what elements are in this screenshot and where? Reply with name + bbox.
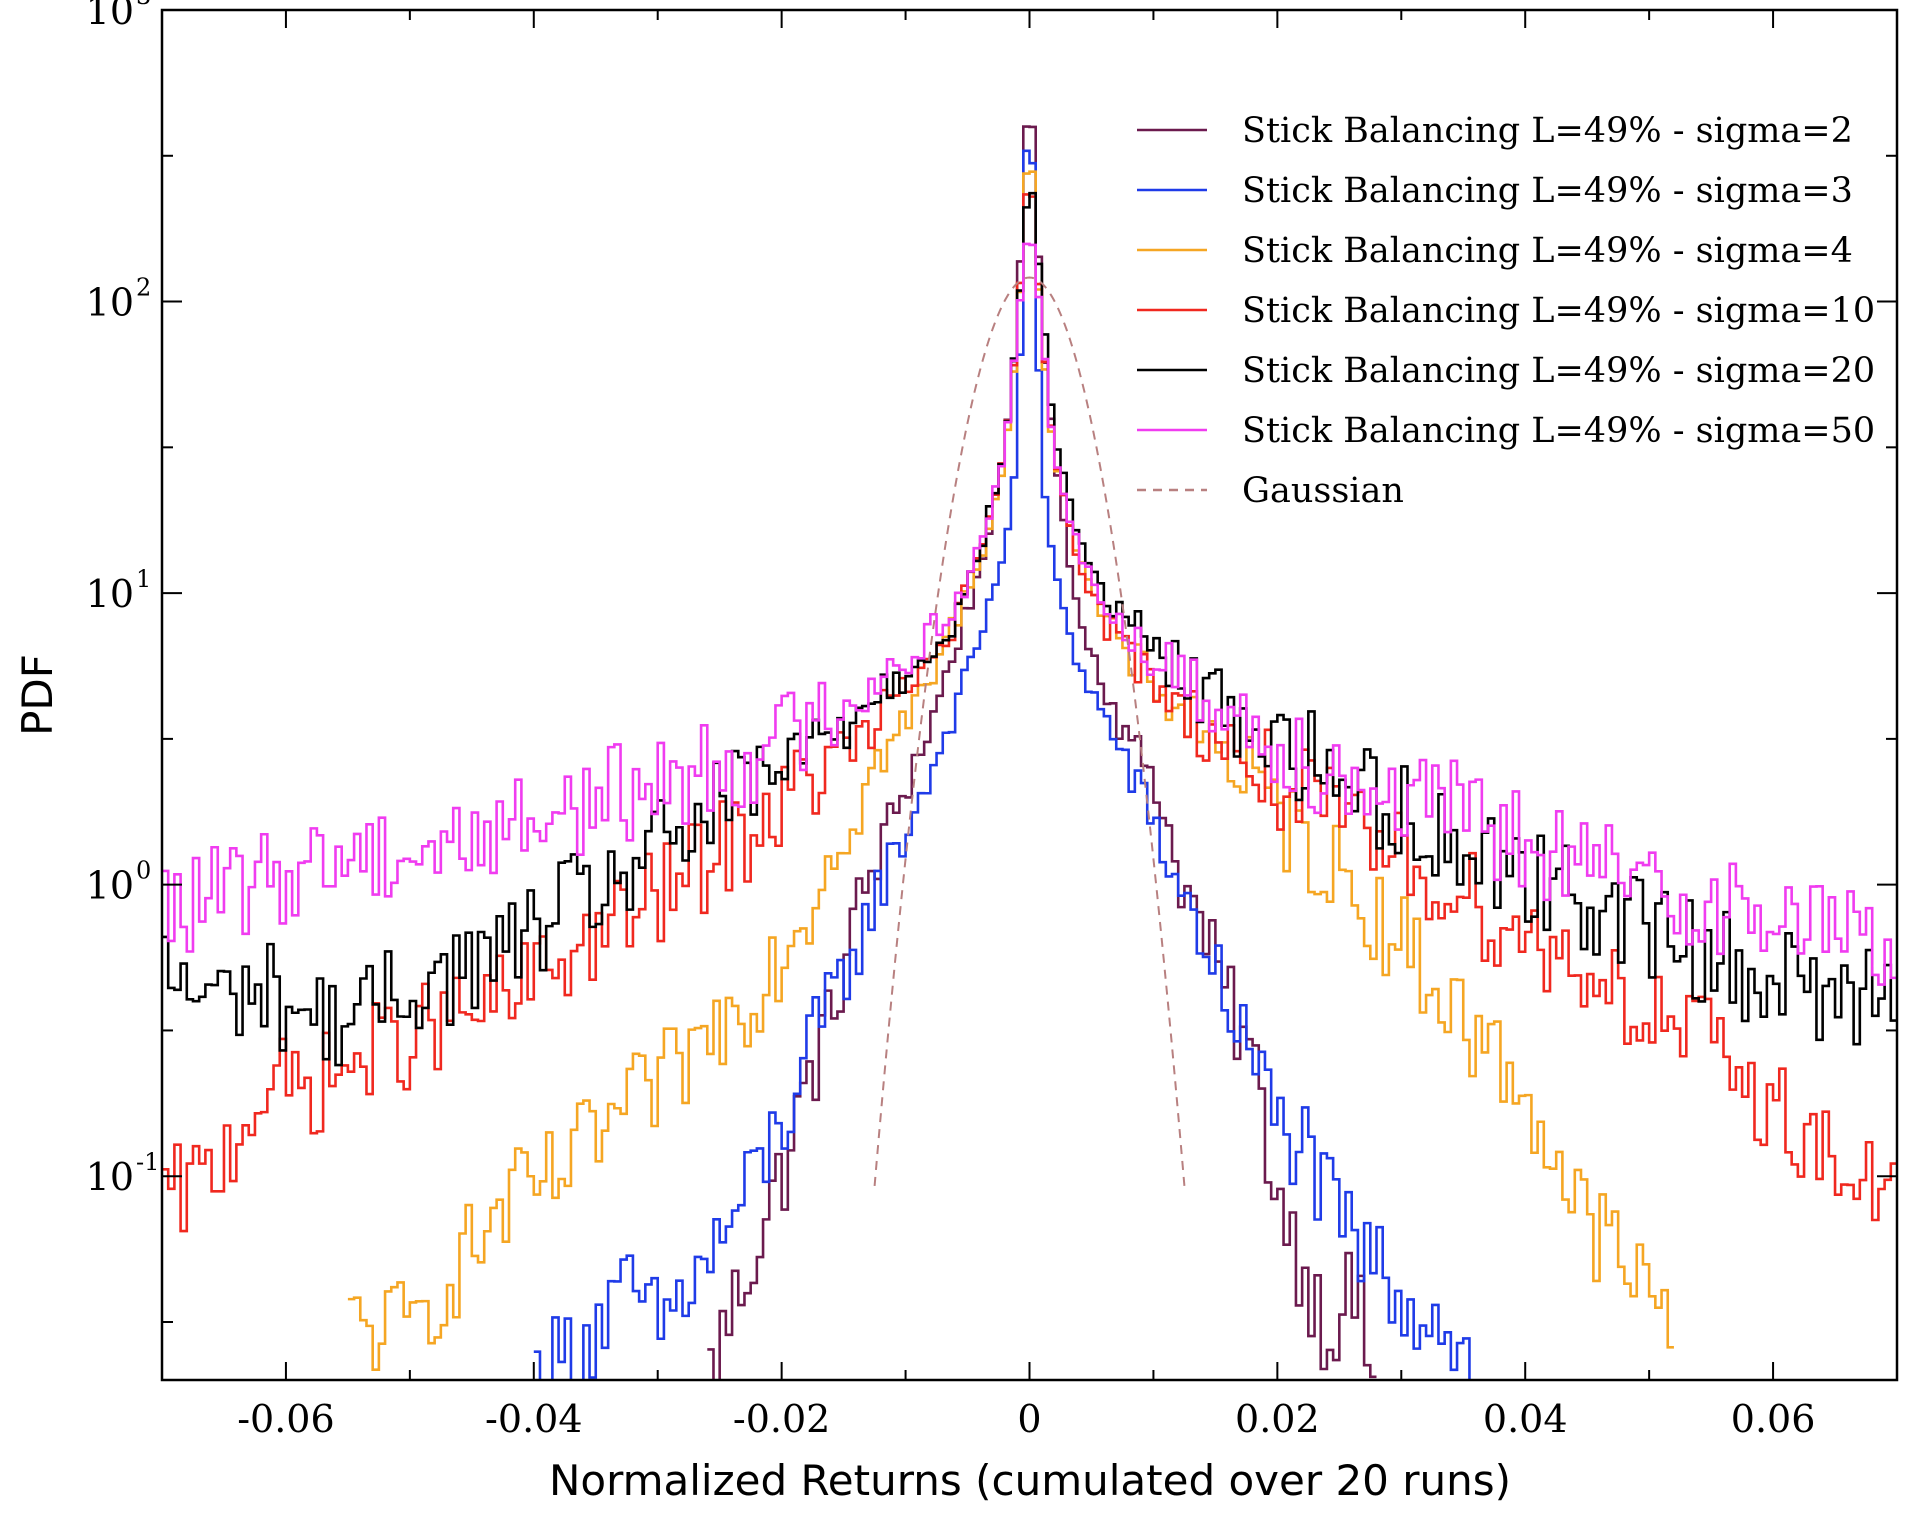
y-tick-label: 10 [86,281,134,325]
legend: Stick Balancing L=49% - sigma=2 Stick Bal… [1137,111,1875,511]
y-tick-exponent: 0 [136,857,151,885]
y-tick-exponent: 1 [136,565,151,593]
y-tick-label: 10 [86,572,134,616]
series-layer [162,125,1897,1380]
x-tick-label: -0.02 [733,1397,830,1441]
x-tick-label: 0.06 [1731,1397,1816,1441]
series-line-6 [162,242,1897,986]
y-tick-label: 10 [86,1155,134,1199]
series-line-2 [533,149,1471,1380]
legend-label: Stick Balancing L=49% - sigma=4 [1242,231,1853,271]
y-tick-exponent: 2 [136,274,151,302]
x-tick-label: 0.02 [1235,1397,1320,1441]
x-tick-label: -0.04 [485,1397,582,1441]
x-tick-label: -0.06 [237,1397,334,1441]
legend-label: Stick Balancing L=49% - sigma=50 [1242,411,1875,451]
series-line-gaussian [873,276,1186,1186]
x-axis-title: Normalized Returns (cumulated over 20 ru… [549,1456,1511,1505]
legend-label: Stick Balancing L=49% - sigma=2 [1242,111,1853,151]
legend-label: Gaussian [1242,471,1404,511]
series-line-5 [162,191,1897,1067]
y-tick-exponent: 3 [136,0,151,10]
legend-label: Stick Balancing L=49% - sigma=10 [1242,291,1875,331]
y-tick-label: 10 [86,864,134,908]
legend-label: Stick Balancing L=49% - sigma=3 [1242,171,1853,211]
y-axis-title: PDF [13,654,62,736]
legend-label: Stick Balancing L=49% - sigma=20 [1242,351,1875,391]
y-tick-label: 10 [86,0,134,33]
x-tick-label: 0.04 [1483,1397,1568,1441]
x-tick-label: 0 [1017,1397,1041,1441]
y-tick-exponent: -1 [136,1148,159,1176]
